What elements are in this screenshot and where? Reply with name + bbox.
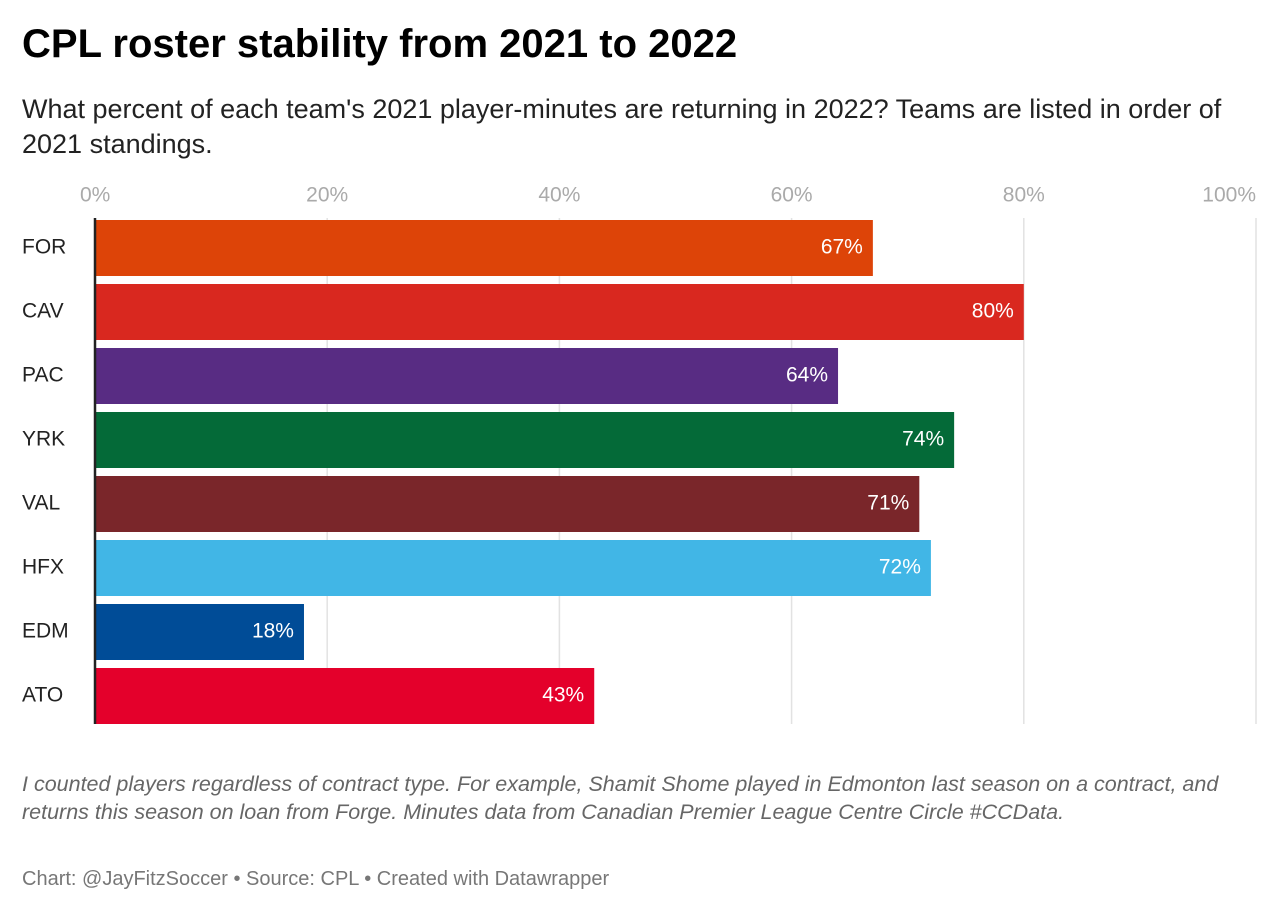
y-tick-label: VAL (22, 492, 60, 515)
bar (95, 668, 595, 724)
y-tick-label: ATO (22, 684, 63, 707)
value-label: 72% (879, 556, 921, 579)
value-label: 18% (252, 620, 294, 643)
x-tick-label: 100% (1202, 184, 1256, 207)
x-tick-label: 20% (306, 184, 348, 207)
value-label: 64% (786, 364, 828, 387)
y-tick-label: FOR (22, 236, 66, 259)
chart: 0% 20% 40% 60% 80% 100% FOR 67% CAV 80% PAC 64% YRK 7… (22, 184, 1257, 724)
value-label: 43% (542, 684, 584, 707)
value-label: 80% (972, 300, 1014, 323)
y-tick-label: YRK (22, 428, 65, 451)
bar (95, 604, 304, 660)
chart-subtitle: What percent of each team's 2021 player-… (22, 94, 1222, 159)
value-label: 67% (821, 236, 863, 259)
value-label: 71% (867, 492, 909, 515)
bar (95, 476, 920, 532)
x-tick-label: 60% (771, 184, 813, 207)
bar (95, 284, 1024, 340)
y-tick-label: CAV (22, 300, 64, 323)
x-tick-label: 40% (538, 184, 580, 207)
bar (95, 220, 873, 276)
x-tick-label: 80% (1003, 184, 1045, 207)
x-tick-label: 0% (80, 184, 110, 207)
bar (95, 540, 931, 596)
bar (95, 412, 955, 468)
y-tick-label: PAC (22, 364, 64, 387)
value-label: 74% (902, 428, 944, 451)
chart-source: Chart: @JayFitzSoccer • Source: CPL • Cr… (22, 868, 610, 890)
chart-title: CPL roster stability from 2021 to 2022 (22, 22, 738, 66)
chart-note: I counted players regardless of contract… (22, 772, 1219, 824)
y-tick-label: HFX (22, 556, 64, 579)
bar (95, 348, 839, 404)
y-tick-label: EDM (22, 620, 69, 643)
